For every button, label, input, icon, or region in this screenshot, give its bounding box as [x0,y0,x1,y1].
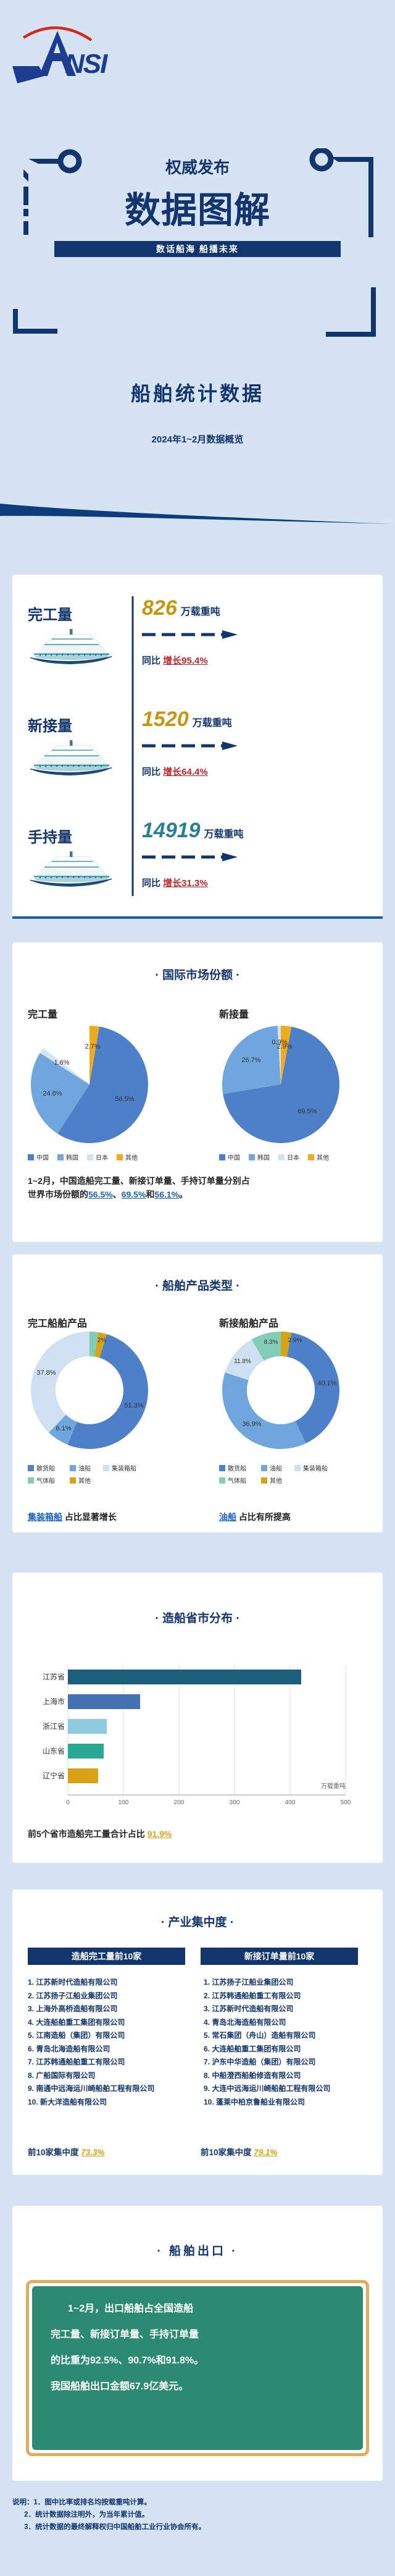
svg-text:36.9%: 36.9% [242,1421,261,1428]
svg-text:集装箱船: 集装箱船 [303,1464,328,1472]
svg-text:散货船: 散货船 [228,1464,246,1472]
svg-text:其他: 其他 [317,1154,329,1162]
svg-text:100: 100 [118,1799,129,1806]
svg-text:集装箱船: 集装箱船 [112,1464,136,1472]
svg-text:其他: 其他 [78,1477,91,1485]
svg-text:油船: 油船 [78,1464,91,1472]
svg-text:日本: 日本 [96,1154,108,1162]
svg-text:其他: 其他 [270,1477,282,1485]
svg-text:300: 300 [230,1799,240,1806]
svg-text:韩国: 韩国 [66,1154,78,1162]
svg-text:0.9%: 0.9% [272,1039,287,1046]
svg-text:56.5%: 56.5% [115,1096,134,1103]
svg-text:日本: 日本 [287,1154,299,1162]
svg-text:1.6%: 1.6% [54,1059,69,1066]
svg-text:40.1%: 40.1% [317,1380,336,1387]
svg-text:37.8%: 37.8% [36,1369,56,1377]
svg-text:2.9%: 2.9% [288,1337,302,1344]
svg-text:500: 500 [341,1799,351,1806]
svg-text:散货船: 散货船 [36,1464,55,1472]
svg-text:中国: 中国 [228,1154,240,1162]
svg-text:其他: 其他 [125,1154,138,1162]
svg-text:6.1%: 6.1% [56,1425,71,1432]
svg-text:万载重吨: 万载重吨 [321,1782,346,1790]
svg-text:NSI: NSI [65,49,108,79]
svg-text:26.7%: 26.7% [241,1057,260,1064]
svg-text:权威发布: 权威发布 [165,158,230,177]
svg-text:69.5%: 69.5% [297,1108,317,1115]
svg-text:江苏省: 江苏省 [43,1673,65,1681]
svg-text:油船: 油船 [270,1464,282,1472]
svg-text:气体船: 气体船 [36,1477,55,1485]
svg-text:11.8%: 11.8% [234,1358,251,1365]
svg-text:51.3%: 51.3% [124,1402,143,1409]
svg-text:400: 400 [285,1799,296,1806]
svg-text:数据图解: 数据图解 [125,190,270,230]
svg-text:上海市: 上海市 [43,1697,65,1706]
svg-text:24.8%: 24.8% [43,1090,62,1097]
svg-text:8.3%: 8.3% [264,1339,278,1346]
svg-text:2%: 2% [98,1337,107,1344]
svg-text:200: 200 [174,1799,185,1806]
svg-text:气体船: 气体船 [228,1477,246,1485]
svg-text:浙江省: 浙江省 [43,1722,65,1731]
svg-text:0: 0 [66,1799,70,1806]
svg-text:2.7%: 2.7% [85,1043,100,1050]
svg-text:辽宁省: 辽宁省 [43,1771,65,1780]
svg-text:山东省: 山东省 [43,1747,65,1755]
svg-text:数话船海 船播未来: 数话船海 船播未来 [156,244,239,254]
svg-text:韩国: 韩国 [257,1154,270,1162]
svg-text:中国: 中国 [36,1154,49,1162]
